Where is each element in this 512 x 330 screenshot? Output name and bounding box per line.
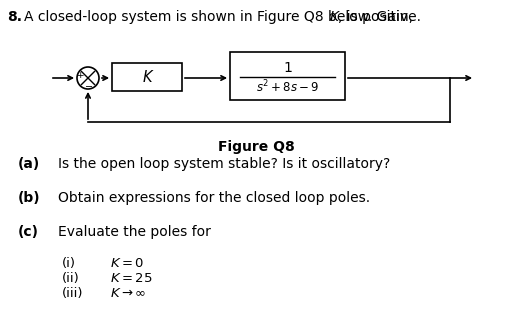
Text: K: K [142,71,152,85]
Text: K: K [330,10,339,24]
Text: $K \rightarrow \infty$: $K \rightarrow \infty$ [110,287,146,300]
Text: 1: 1 [283,61,292,75]
Text: −: − [85,82,93,92]
Text: Figure Q8: Figure Q8 [218,140,294,154]
Text: (ii): (ii) [62,272,80,285]
Text: 8.: 8. [7,10,22,24]
Text: $K = 25$: $K = 25$ [110,272,153,285]
Bar [112,63,182,91]
Text: (iii): (iii) [62,287,83,300]
Text: A closed-loop system is shown in Figure Q8 below. Gain,: A closed-loop system is shown in Figure … [24,10,417,24]
Text: Is the open loop system stable? Is it oscillatory?: Is the open loop system stable? Is it os… [58,157,390,171]
Text: Obtain expressions for the closed loop poles.: Obtain expressions for the closed loop p… [58,191,370,205]
Bar [230,52,345,100]
Text: $s^2 + 8s - 9$: $s^2 + 8s - 9$ [256,79,319,96]
Text: Evaluate the poles for: Evaluate the poles for [58,225,211,239]
Text: $K = 0$: $K = 0$ [110,257,144,270]
Text: (c): (c) [18,225,39,239]
Text: (b): (b) [18,191,40,205]
Text: (a): (a) [18,157,40,171]
Text: +: + [76,72,84,81]
Text: , is positive.: , is positive. [338,10,421,24]
Text: (i): (i) [62,257,76,270]
